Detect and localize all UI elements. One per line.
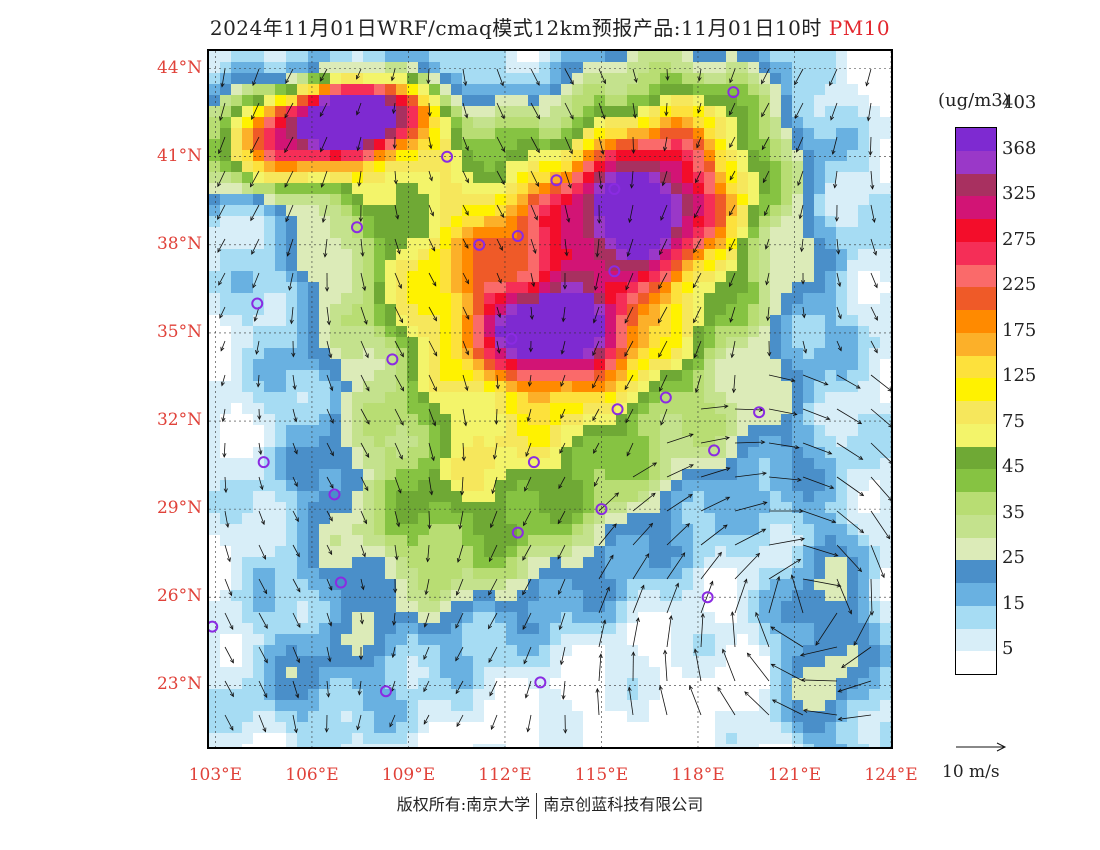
- color-swatch: [956, 537, 996, 561]
- color-swatch: [956, 583, 996, 606]
- color-swatch: [956, 173, 996, 197]
- city-marker[interactable]: [350, 221, 363, 234]
- city-marker[interactable]: [727, 86, 740, 99]
- city-marker[interactable]: [595, 503, 608, 516]
- map-title: 2024年11月01日WRF/cmaq模式12km预报产品:11月01日10时 …: [0, 12, 1100, 41]
- color-swatch: [956, 514, 996, 538]
- color-swatch: [956, 492, 996, 515]
- latitude-label: 38°N: [156, 233, 202, 254]
- city-marker[interactable]: [334, 576, 347, 589]
- color-swatch: [956, 355, 996, 379]
- color-scale-label: 125: [1002, 365, 1037, 387]
- city-marker[interactable]: [511, 526, 524, 539]
- color-scale-label: 225: [1002, 274, 1037, 296]
- color-swatch: [956, 264, 996, 288]
- color-scale-label: 175: [1002, 319, 1037, 341]
- color-swatch: [956, 560, 996, 583]
- city-marker[interactable]: [608, 265, 621, 278]
- city-marker[interactable]: [753, 406, 766, 419]
- latitude-label: 29°N: [156, 498, 202, 519]
- color-swatch: [956, 628, 996, 652]
- city-marker[interactable]: [611, 403, 624, 416]
- color-scale-label: 15: [1002, 592, 1025, 614]
- color-scale-label: 25: [1002, 547, 1025, 569]
- copyright-footer: 版权所有:南京大学 南京创蓝科技有限公司: [0, 791, 1100, 819]
- longitude-label: 103°E: [188, 765, 243, 785]
- color-swatch: [956, 287, 996, 310]
- city-marker[interactable]: [511, 230, 524, 243]
- color-swatch: [956, 150, 996, 174]
- legend-unit: (ug/m3): [938, 90, 1010, 111]
- city-marker[interactable]: [473, 238, 486, 251]
- color-swatch: [956, 310, 996, 333]
- longitude-label: 112°E: [478, 765, 532, 785]
- color-scale-label: 403: [1002, 92, 1037, 114]
- color-scale-label: 275: [1002, 228, 1037, 250]
- city-marker[interactable]: [659, 391, 672, 404]
- city-marker[interactable]: [550, 174, 563, 187]
- city-marker[interactable]: [379, 685, 392, 698]
- city-marker[interactable]: [441, 150, 454, 163]
- longitude-label: 115°E: [574, 765, 629, 785]
- city-marker[interactable]: [386, 353, 399, 366]
- latitude-label: 32°N: [156, 410, 202, 431]
- latitude-label: 26°N: [156, 586, 202, 607]
- color-swatch: [956, 378, 996, 401]
- longitude-label: 109°E: [381, 765, 436, 785]
- color-swatch: [956, 241, 996, 265]
- pollutant-label: PM10: [828, 16, 891, 40]
- color-swatch: [956, 469, 996, 492]
- longitude-label: 118°E: [671, 765, 725, 785]
- copyright-right: 南京创蓝科技有限公司: [543, 795, 704, 814]
- wind-vectors: [217, 68, 891, 734]
- pm10-concentration-cells: [209, 51, 891, 747]
- reference-vector-arrow: [956, 742, 1007, 752]
- title-text: 2024年11月01日WRF/cmaq模式12km预报产品:11月01日10时: [209, 16, 822, 40]
- city-marker[interactable]: [608, 183, 621, 196]
- latitude-label: 23°N: [156, 674, 202, 695]
- city-marker[interactable]: [328, 488, 341, 501]
- city-marker[interactable]: [701, 591, 714, 604]
- longitude-label: 121°E: [767, 765, 822, 785]
- latitude-label: 44°N: [156, 57, 202, 78]
- color-swatch: [956, 196, 996, 219]
- color-swatch: [956, 423, 996, 447]
- forecast-map[interactable]: [207, 49, 893, 749]
- city-marker[interactable]: [527, 456, 540, 469]
- longitude-label: 106°E: [285, 765, 339, 785]
- color-scale-label: 368: [1002, 137, 1037, 159]
- color-scale-label: 75: [1002, 410, 1025, 432]
- city-marker[interactable]: [708, 444, 721, 457]
- color-swatch: [956, 401, 996, 424]
- latitude-label: 41°N: [156, 145, 202, 166]
- city-marker[interactable]: [257, 456, 270, 469]
- footer-divider: [536, 792, 538, 819]
- city-marker[interactable]: [251, 297, 264, 310]
- city-marker[interactable]: [534, 676, 547, 689]
- city-marker[interactable]: [209, 620, 219, 633]
- color-scale-label: 5: [1002, 638, 1014, 660]
- copyright-left: 版权所有:南京大学: [396, 795, 531, 814]
- color-swatch: [956, 605, 996, 629]
- color-scale-bar: [955, 127, 997, 675]
- color-swatch: [956, 219, 996, 242]
- color-scale-label: 45: [1002, 456, 1025, 478]
- latitude-label: 35°N: [156, 321, 202, 342]
- color-swatch: [956, 128, 996, 151]
- reference-vector-label: 10 m/s: [942, 762, 1000, 782]
- longitude-label: 124°E: [864, 765, 918, 785]
- color-swatch: [956, 651, 996, 674]
- concentration-field: [209, 51, 891, 747]
- color-swatch: [956, 332, 996, 356]
- color-swatch: [956, 446, 996, 470]
- city-marker[interactable]: [505, 332, 518, 345]
- color-scale-label: 325: [1002, 183, 1037, 205]
- color-scale-label: 35: [1002, 501, 1025, 523]
